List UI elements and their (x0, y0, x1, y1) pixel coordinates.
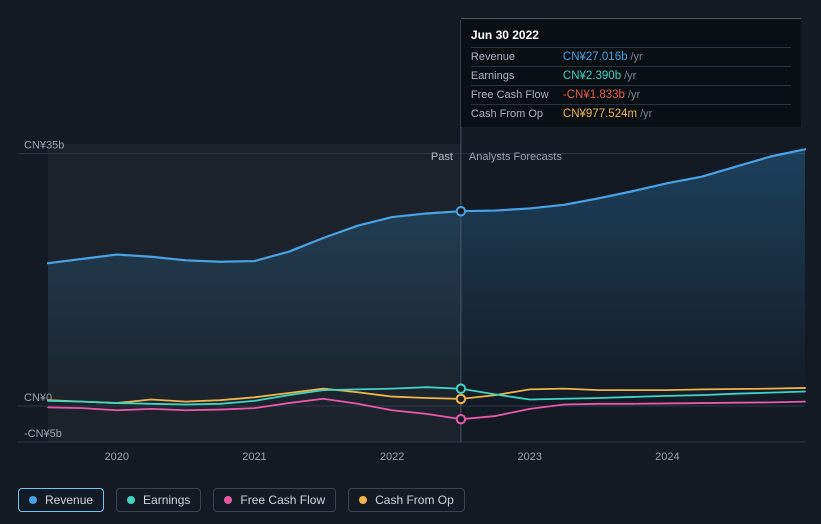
legend-item-earnings[interactable]: Earnings (116, 488, 201, 512)
tooltip-metric-value: -CN¥1.833b (563, 89, 625, 101)
legend-item-cash_from_op[interactable]: Cash From Op (348, 488, 465, 512)
tooltip-row: Cash From OpCN¥977.524m/yr (471, 104, 791, 123)
legend-dot-icon (127, 496, 135, 504)
legend-label: Free Cash Flow (240, 493, 325, 507)
legend-item-revenue[interactable]: Revenue (18, 488, 104, 512)
tooltip-metric-unit: /yr (640, 108, 652, 120)
tooltip-metric-unit: /yr (630, 51, 642, 63)
marker-dot-revenue (457, 207, 465, 215)
tooltip-row: RevenueCN¥27.016b/yr (471, 47, 791, 66)
marker-dot-earnings (457, 385, 465, 393)
y-axis-label: CN¥0 (24, 392, 52, 404)
financial-forecast-chart: CN¥35b CN¥0 -CN¥5b 2020 2021 2022 2023 2024 Past… (0, 0, 821, 524)
forecast-label: Analysts Forecasts (469, 151, 562, 163)
tooltip-metric-label: Free Cash Flow (471, 89, 563, 101)
tooltip-date: Jun 30 2022 (471, 25, 791, 47)
tooltip-row: Free Cash Flow-CN¥1.833b/yr (471, 85, 791, 104)
y-axis-label: CN¥35b (24, 140, 64, 152)
past-label: Past (431, 151, 453, 163)
tooltip-metric-value: CN¥2.390b (563, 70, 621, 82)
legend-dot-icon (224, 496, 232, 504)
marker-dot-free_cash_flow (457, 415, 465, 423)
legend-label: Cash From Op (375, 493, 454, 507)
x-axis-label: 2020 (105, 451, 129, 463)
x-axis-label: 2021 (242, 451, 266, 463)
x-axis-label: 2024 (655, 451, 679, 463)
tooltip-metric-unit: /yr (628, 89, 640, 101)
x-axis-label: 2023 (517, 451, 541, 463)
chart-tooltip: Jun 30 2022 RevenueCN¥27.016b/yrEarnings… (461, 18, 801, 127)
marker-dot-cash_from_op (457, 395, 465, 403)
tooltip-row: EarningsCN¥2.390b/yr (471, 66, 791, 85)
legend-dot-icon (29, 496, 37, 504)
legend-item-free_cash_flow[interactable]: Free Cash Flow (213, 488, 336, 512)
x-axis-label: 2022 (380, 451, 404, 463)
chart-legend: Revenue Earnings Free Cash Flow Cash From O… (18, 488, 465, 512)
legend-label: Earnings (143, 493, 190, 507)
y-axis-label: -CN¥5b (24, 428, 62, 440)
tooltip-metric-unit: /yr (624, 70, 636, 82)
legend-dot-icon (359, 496, 367, 504)
tooltip-metric-label: Cash From Op (471, 108, 563, 120)
tooltip-metric-value: CN¥27.016b (563, 51, 628, 63)
tooltip-metric-value: CN¥977.524m (563, 108, 637, 120)
tooltip-metric-label: Revenue (471, 51, 563, 63)
legend-label: Revenue (45, 493, 93, 507)
tooltip-metric-label: Earnings (471, 70, 563, 82)
